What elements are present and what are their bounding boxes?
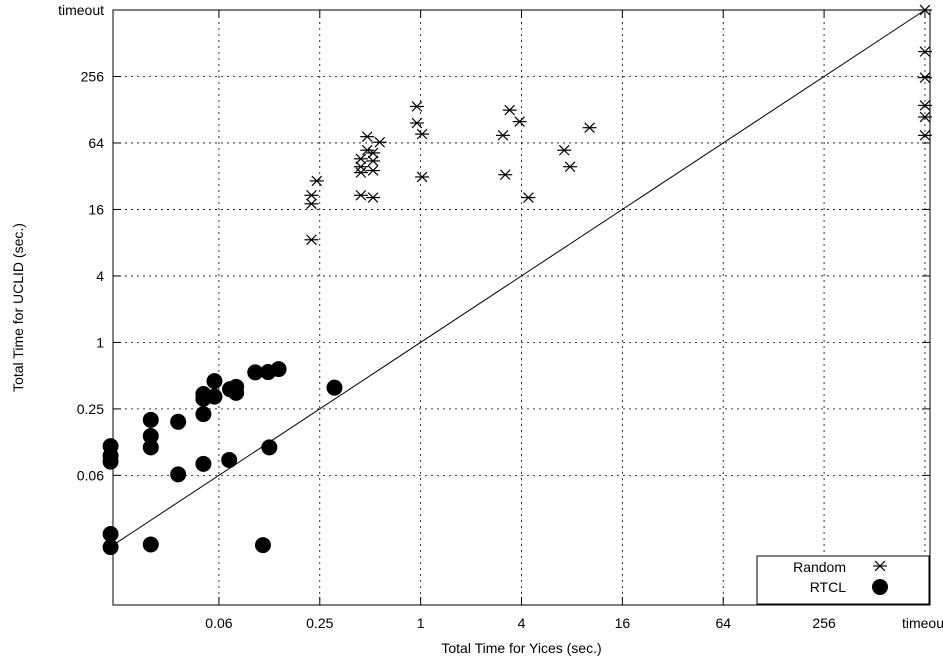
x-axis-title: Total Time for Yices (sec.) bbox=[441, 640, 601, 656]
point-random bbox=[366, 155, 381, 167]
y-tick-label: 0.25 bbox=[77, 401, 104, 417]
x-tick-label: 64 bbox=[715, 615, 731, 631]
y-tick-label: 16 bbox=[88, 201, 104, 217]
point-random bbox=[563, 161, 578, 173]
point-random bbox=[917, 46, 932, 57]
x-tick-label: 16 bbox=[615, 615, 631, 631]
x-tick-label: timeout bbox=[902, 615, 943, 631]
point-random bbox=[304, 198, 319, 210]
point-random bbox=[512, 116, 527, 127]
point-rtcl bbox=[170, 466, 187, 483]
y-tick-label: 256 bbox=[81, 68, 105, 84]
point-rtcl bbox=[195, 455, 212, 472]
point-random bbox=[415, 171, 430, 183]
point-rtcl bbox=[102, 453, 119, 470]
point-rtcl bbox=[142, 411, 159, 428]
point-rtcl bbox=[261, 439, 278, 456]
point-random bbox=[557, 144, 572, 156]
point-rtcl bbox=[254, 537, 271, 554]
legend-box bbox=[756, 555, 930, 605]
point-rtcl bbox=[102, 539, 119, 556]
point-random bbox=[366, 147, 381, 159]
point-random bbox=[366, 165, 381, 176]
point-random bbox=[360, 131, 375, 142]
y-axis-title: Total Time for UCLID (sec.) bbox=[10, 223, 26, 392]
point-rtcl bbox=[102, 526, 119, 543]
legend-marker-rtcl bbox=[872, 579, 888, 595]
point-random bbox=[498, 169, 513, 181]
point-random bbox=[917, 111, 932, 123]
point-random bbox=[304, 189, 319, 201]
x-tick-label: 0.25 bbox=[306, 615, 333, 631]
point-rtcl bbox=[270, 361, 287, 378]
x-tick-labels: 0.06 0.25 1 4 16 64 256 timeout bbox=[205, 615, 943, 631]
point-rtcl bbox=[326, 379, 343, 396]
point-random bbox=[366, 192, 381, 203]
point-random bbox=[495, 130, 510, 141]
point-random bbox=[409, 101, 424, 112]
x-tick-label: 4 bbox=[518, 615, 526, 631]
point-rtcl bbox=[142, 428, 159, 445]
y-tick-label: 4 bbox=[96, 268, 104, 284]
point-rtcl bbox=[206, 388, 223, 405]
legend-markers bbox=[872, 560, 888, 595]
y-tick-labels: 0.06 0.25 1 4 16 64 256 timeout bbox=[58, 2, 104, 483]
point-random bbox=[582, 122, 597, 134]
y-tick-label: 64 bbox=[88, 135, 104, 151]
legend-marker-random bbox=[873, 560, 887, 572]
point-rtcl bbox=[170, 413, 187, 430]
point-random bbox=[353, 167, 368, 178]
grid-lines bbox=[113, 9, 930, 605]
x-tick-label: 256 bbox=[812, 615, 836, 631]
point-random bbox=[917, 100, 932, 111]
point-rtcl bbox=[228, 378, 245, 395]
diagonal-line bbox=[112, 9, 926, 546]
data-marks bbox=[102, 4, 932, 556]
y-tick-label: 0.06 bbox=[77, 467, 104, 483]
point-rtcl bbox=[206, 373, 223, 390]
point-random bbox=[309, 175, 324, 187]
x-tick-label: 0.06 bbox=[205, 615, 232, 631]
legend-label-random: Random bbox=[793, 559, 846, 575]
point-rtcl bbox=[221, 451, 238, 468]
legend: Random RTCL bbox=[756, 555, 930, 605]
point-random bbox=[415, 128, 430, 140]
point-random bbox=[917, 4, 932, 16]
point-rtcl bbox=[247, 364, 264, 381]
point-random bbox=[917, 72, 932, 83]
point-random bbox=[521, 192, 536, 203]
x-tick-label: 1 bbox=[417, 615, 425, 631]
point-random bbox=[917, 130, 932, 141]
legend-label-rtcl: RTCL bbox=[810, 579, 847, 595]
point-rtcl bbox=[142, 536, 159, 553]
point-random bbox=[304, 234, 319, 246]
point-random bbox=[353, 153, 368, 165]
y-tick-label: 1 bbox=[96, 334, 104, 350]
point-random bbox=[353, 161, 368, 173]
y-tick-label: timeout bbox=[58, 2, 104, 18]
point-rtcl bbox=[195, 406, 212, 423]
point-random bbox=[353, 189, 368, 201]
point-random bbox=[409, 117, 424, 129]
point-random bbox=[372, 136, 387, 148]
point-random bbox=[502, 104, 517, 116]
point-rtcl bbox=[142, 439, 159, 456]
